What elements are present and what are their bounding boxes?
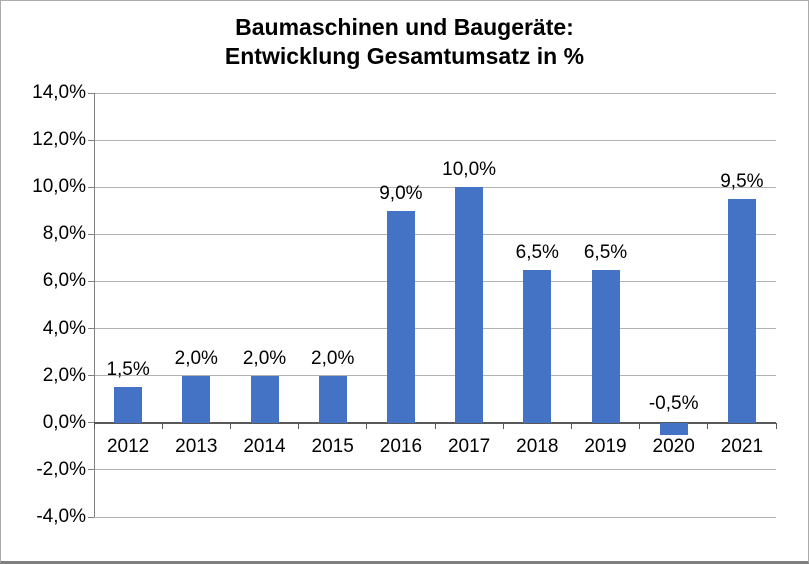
bar-value-label: 9,5% bbox=[720, 171, 764, 192]
y-tick-label: 10,0% bbox=[32, 176, 86, 198]
y-tick-label: -4,0% bbox=[36, 506, 86, 527]
x-tick-label: 2017 bbox=[447, 435, 491, 457]
x-axis-tick-mark bbox=[707, 422, 709, 429]
y-axis-tick-mark bbox=[88, 139, 94, 141]
y-axis-tick-mark bbox=[88, 233, 94, 235]
gridline bbox=[94, 139, 776, 141]
gridline bbox=[94, 280, 776, 282]
gridline bbox=[94, 469, 776, 471]
x-axis-tick-mark bbox=[366, 422, 368, 429]
bar-value-label: 10,0% bbox=[442, 159, 497, 181]
bar-value-label: 2,0% bbox=[311, 347, 355, 369]
x-axis-tick-mark bbox=[502, 422, 504, 429]
y-axis-tick-mark bbox=[88, 516, 94, 518]
y-axis-tick-mark bbox=[88, 328, 94, 330]
x-tick-label: 2014 bbox=[243, 435, 286, 457]
bar-2021 bbox=[727, 199, 756, 423]
bar-value-label: 6,5% bbox=[515, 241, 559, 263]
x-tick-label: 2012 bbox=[106, 435, 150, 457]
y-axis-tick-mark bbox=[88, 92, 94, 94]
x-tick-label: 2013 bbox=[175, 435, 218, 457]
x-tick-label: 2020 bbox=[652, 435, 695, 457]
x-axis-tick-mark bbox=[639, 422, 641, 429]
bar-value-label: 2,0% bbox=[174, 347, 218, 369]
bar-2016 bbox=[386, 210, 415, 423]
y-tick-label: 12,0% bbox=[32, 129, 86, 151]
chart-title: Baumaschinen und Baugeräte: Entwicklung … bbox=[1, 13, 808, 71]
y-tick-label: 2,0% bbox=[42, 364, 86, 386]
bar-2018 bbox=[523, 269, 552, 423]
bar-2019 bbox=[591, 269, 620, 423]
bar-2015 bbox=[318, 375, 347, 423]
gridline bbox=[94, 375, 776, 377]
y-axis-line bbox=[94, 93, 95, 517]
bar-2013 bbox=[182, 375, 211, 423]
bar-2012 bbox=[114, 387, 143, 423]
chart-title-line2: Entwicklung Gesamtumsatz in % bbox=[224, 42, 585, 69]
y-axis-tick-mark bbox=[88, 469, 94, 471]
x-axis-tick-mark bbox=[298, 422, 300, 429]
x-axis-tick-mark bbox=[93, 422, 95, 429]
gridline bbox=[94, 328, 776, 330]
x-tick-label: 2019 bbox=[584, 435, 627, 457]
y-tick-label: -2,0% bbox=[36, 458, 86, 480]
y-tick-label: 14,0% bbox=[32, 82, 86, 103]
x-axis-tick-mark bbox=[434, 422, 436, 429]
x-tick-label: 2015 bbox=[311, 435, 354, 457]
x-tick-label: 2018 bbox=[516, 435, 559, 457]
x-tick-label: 2021 bbox=[720, 435, 764, 457]
x-axis-tick-mark bbox=[161, 422, 163, 429]
y-tick-label: 8,0% bbox=[42, 223, 86, 245]
bar-value-label: 6,5% bbox=[583, 241, 628, 263]
y-axis-tick-mark bbox=[88, 422, 94, 424]
y-axis-tick-mark bbox=[88, 375, 94, 377]
gridline bbox=[94, 186, 776, 188]
bar-2017 bbox=[455, 187, 484, 423]
y-tick-label: 0,0% bbox=[42, 411, 86, 433]
y-tick-label: 6,0% bbox=[42, 270, 86, 292]
gridline bbox=[94, 92, 776, 94]
x-axis-tick-mark bbox=[229, 422, 231, 429]
x-axis-tick-mark bbox=[775, 422, 777, 429]
gridline bbox=[94, 516, 776, 518]
y-axis-tick-mark bbox=[88, 186, 94, 188]
bar-2020 bbox=[659, 422, 688, 435]
bar-value-label: 1,5% bbox=[106, 359, 150, 381]
bar-value-label: -0,5% bbox=[648, 392, 699, 414]
bar-value-label: 2,0% bbox=[242, 347, 287, 369]
gridline bbox=[94, 233, 776, 235]
bar-2014 bbox=[250, 375, 279, 423]
x-tick-label: 2016 bbox=[379, 435, 423, 457]
x-axis-tick-mark bbox=[570, 422, 572, 429]
chart-title-line1: Baumaschinen und Baugeräte: bbox=[235, 14, 574, 40]
y-axis-tick-mark bbox=[88, 280, 94, 282]
y-tick-label: 4,0% bbox=[42, 317, 86, 339]
bar-value-label: 9,0% bbox=[379, 182, 423, 204]
